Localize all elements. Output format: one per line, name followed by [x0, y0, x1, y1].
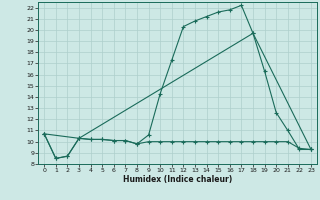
X-axis label: Humidex (Indice chaleur): Humidex (Indice chaleur): [123, 175, 232, 184]
